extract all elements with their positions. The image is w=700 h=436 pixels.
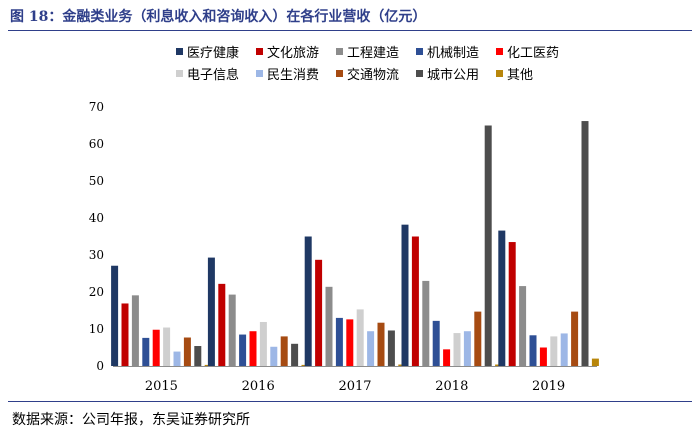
bar-2018-文化旅游 [411,236,419,366]
x-tick-label: 2017 [338,379,371,394]
legend-label: 电子信息 [187,67,239,83]
bar-2016-交通物流 [280,336,288,366]
bar-2015-化工医药 [152,329,160,366]
x-tick-label: 2019 [532,379,565,394]
legend-swatch-其他 [496,70,503,77]
footer-divider [8,401,692,402]
y-tick-label: 70 [89,100,104,114]
x-tick-label: 2018 [435,379,468,394]
bar-2017-化工医药 [346,319,354,366]
bar-2019-机械制造 [529,335,537,366]
bar-2019-化工医药 [539,347,547,366]
bar-2015-交通物流 [183,337,191,366]
legend-swatch-城市公用 [416,70,423,77]
bar-2017-医疗健康 [304,236,312,366]
source-note: 数据来源：公司年报，东吴证券研究所 [12,412,250,428]
y-tick-label: 60 [89,137,104,151]
x-tick-label: 2015 [145,379,178,394]
bar-2016-民生消费 [270,346,278,366]
bar-2016-电子信息 [259,321,267,366]
y-tick-label: 50 [89,174,104,188]
x-axis: 2015 2016 2017 2018 2019 [113,366,597,394]
bar-2018-机械制造 [432,320,440,366]
legend-swatch-民生消费 [256,70,263,77]
legend-label: 医疗健康 [187,45,239,61]
legend-label: 城市公用 [427,67,479,83]
bar-2018-民生消费 [463,331,471,366]
y-tick-label: 30 [89,248,104,262]
bar-2019-文化旅游 [508,242,516,366]
bar-2016-城市公用 [291,343,299,366]
figure-title: 图 18：金融类业务（利息收入和咨询收入）在各行业营收（亿元） [10,9,427,25]
legend-label: 民生消费 [267,68,319,83]
bar-2018-化工医药 [443,349,451,366]
bar-2019-城市公用 [581,121,589,366]
legend-swatch-电子信息 [176,70,183,77]
bar-2015-文化旅游 [121,303,129,366]
legend-label: 工程建造 [347,46,399,61]
bar-2017-交通物流 [377,322,385,366]
y-tick-label: 0 [96,359,104,373]
bar-2016-医疗健康 [207,257,215,366]
bar-2015-民生消费 [173,351,181,366]
legend-swatch-化工医药 [496,48,503,55]
bar-series [111,121,599,366]
legend-label: 机械制造 [427,46,479,61]
bar-2016-文化旅游 [218,283,226,366]
bar-2015-医疗健康 [111,265,119,366]
y-axis: 0 10 20 30 40 50 60 70 [89,100,104,373]
bar-2019-民生消费 [560,333,568,366]
bar-2019-交通物流 [571,311,579,366]
title-divider [8,30,692,31]
bar-2019-其他 [591,358,599,366]
bar-2017-民生消费 [367,331,375,366]
bar-2017-电子信息 [356,309,364,366]
bar-2018-工程建造 [422,280,430,366]
legend-swatch-机械制造 [416,48,423,55]
bar-2017-城市公用 [387,330,395,366]
bar-2016-机械制造 [239,334,247,366]
bar-2015-工程建造 [131,295,139,366]
y-tick-label: 10 [89,322,104,336]
legend-swatch-工程建造 [336,48,343,55]
bar-2018-交通物流 [474,311,482,366]
bar-2015-电子信息 [163,327,171,366]
legend-label: 其他 [507,68,533,83]
bar-2017-机械制造 [335,317,343,366]
bar-2018-城市公用 [484,125,492,366]
bar-2017-工程建造 [325,286,333,366]
bar-2019-工程建造 [519,286,527,366]
legend-swatch-医疗健康 [176,48,183,55]
bar-2017-文化旅游 [315,259,323,366]
bar-2015-城市公用 [194,346,202,366]
legend-label: 文化旅游 [267,46,319,61]
legend-label: 交通物流 [347,67,399,83]
bar-2019-电子信息 [550,336,558,366]
y-tick-label: 40 [89,211,104,225]
y-tick-label: 20 [89,285,104,299]
bar-2016-工程建造 [228,294,236,366]
x-tick-label: 2016 [242,379,275,394]
bar-2016-化工医药 [249,331,257,366]
legend-swatch-交通物流 [336,70,343,77]
bar-2018-电子信息 [453,333,461,366]
legend-label: 化工医药 [507,46,559,61]
bar-2019-医疗健康 [498,230,506,366]
bar-2015-机械制造 [142,337,150,366]
legend-swatch-文化旅游 [256,48,263,55]
bar-2018-医疗健康 [401,224,409,366]
